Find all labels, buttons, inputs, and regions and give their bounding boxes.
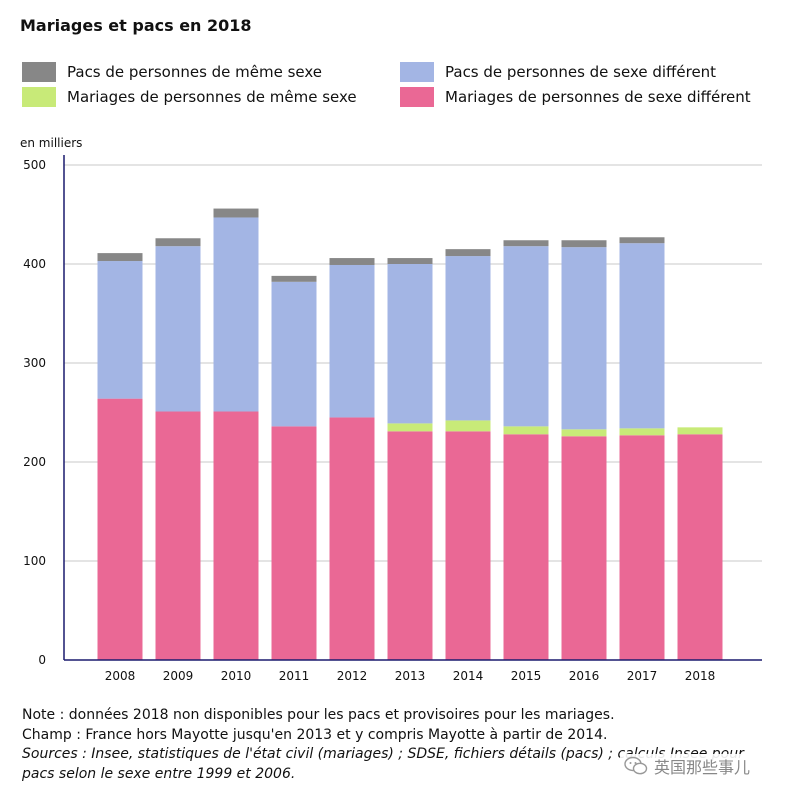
stacked-bar-chart: 0 100 200 300 400 500 2008 2009 2010 2011 2012 2013… (23, 155, 762, 683)
bar-segment-pacs-diff (561, 247, 607, 430)
bar-segment-mar-diff (213, 411, 259, 660)
legend-item-mariages-sexe-different: Mariages de personnes de sexe différent (400, 87, 751, 107)
bar-segment-pacs-diff (619, 243, 665, 429)
bar-segment-pacs-diff (503, 246, 549, 427)
bar-segment-mar-meme (503, 426, 549, 435)
x-tick-label: 2009 (163, 669, 194, 683)
bar-segment-mar-diff (445, 431, 491, 660)
bar-segment-pacs-meme (445, 249, 491, 257)
y-tick-label: 300 (23, 356, 46, 370)
wechat-icon (624, 756, 648, 775)
bar-segment-mar-diff (619, 435, 665, 660)
bar-segment-pacs-meme (619, 237, 665, 244)
bar-segment-mar-diff (503, 434, 549, 660)
legend-item-pacs-sexe-different: Pacs de personnes de sexe différent (400, 62, 716, 82)
legend-swatch (22, 87, 56, 107)
bar-segment-pacs-diff (155, 246, 201, 412)
bar-segment-pacs-diff (213, 217, 259, 412)
bar-segment-pacs-diff (271, 281, 317, 427)
x-tick-label: 2012 (337, 669, 368, 683)
legend-label: Pacs de personnes de même sexe (67, 63, 323, 81)
bar-segment-mar-diff (155, 411, 201, 660)
bar-segment-mar-diff (97, 398, 143, 660)
bar-segment-pacs-meme (271, 275, 317, 282)
bar-segment-pacs-diff (387, 264, 433, 424)
y-tick-label: 500 (23, 158, 46, 172)
y-axis-unit-label: en milliers (20, 136, 83, 150)
sources-text: Sources : Insee, statistiques de l'état … (22, 746, 744, 762)
chart-notes: Note : données 2018 non disponibles pour… (22, 706, 800, 784)
bar-segment-pacs-meme (213, 208, 259, 218)
legend-label: Mariages de personnes de sexe différent (445, 88, 751, 106)
y-tick-label: 0 (38, 653, 46, 667)
x-tick-label: 2014 (453, 669, 484, 683)
bar-segment-mar-diff (329, 417, 375, 660)
bar-segment-pacs-meme (561, 240, 607, 248)
x-tick-label: 2015 (511, 669, 542, 683)
y-tick-label: 100 (23, 554, 46, 568)
bar-segment-pacs-diff (445, 256, 491, 421)
bar-segment-pacs-meme (155, 238, 201, 247)
legend-swatch (400, 87, 434, 107)
watermark-text: 英国那些事儿 (654, 758, 751, 777)
bar-segment-pacs-meme (329, 258, 375, 265)
x-tick-label: 2017 (627, 669, 658, 683)
x-tick-label: 2013 (395, 669, 426, 683)
bar-segment-mar-meme (677, 427, 723, 435)
legend-swatch (400, 62, 434, 82)
x-tick-label: 2010 (221, 669, 252, 683)
legend-swatch (22, 62, 56, 82)
x-tick-label: 2011 (279, 669, 310, 683)
x-tick-label: 2016 (569, 669, 600, 683)
x-tick-label: 2018 (685, 669, 716, 683)
bar-segment-pacs-meme (387, 258, 433, 264)
bar-segment-mar-meme (561, 429, 607, 437)
x-tick-label: 2008 (105, 669, 136, 683)
legend-item-mariages-meme-sexe: Mariages de personnes de même sexe (22, 87, 357, 107)
legend-label: Pacs de personnes de sexe différent (445, 63, 717, 81)
bar-segment-pacs-diff (97, 261, 143, 399)
sources-text-continued: pacs selon le sexe entre 1999 et 2006. (22, 765, 296, 782)
bar-segment-mar-diff (271, 426, 317, 660)
legend: Pacs de personnes de même sexe Pacs de p… (22, 62, 792, 112)
champ-text: Champ : France hors Mayotte jusqu'en 201… (22, 726, 608, 743)
chart-title: Mariages et pacs en 2018 (20, 16, 252, 35)
legend-item-pacs-meme-sexe: Pacs de personnes de même sexe (22, 62, 322, 82)
bar-segment-mar-meme (387, 423, 433, 432)
bar-segment-mar-meme (619, 428, 665, 436)
bar-segment-pacs-meme (503, 240, 549, 247)
y-tick-label: 400 (23, 257, 46, 271)
bar-segment-mar-diff (561, 436, 607, 660)
bar-segment-pacs-meme (97, 253, 143, 262)
bar-segment-mar-meme (445, 420, 491, 432)
note-text: Note : données 2018 non disponibles pour… (22, 707, 615, 723)
bar-segment-mar-diff (387, 431, 433, 660)
watermark: 英国那些事儿 (620, 754, 755, 778)
bar-segment-mar-diff (677, 434, 723, 660)
bar-segment-pacs-diff (329, 264, 375, 418)
legend-label: Mariages de personnes de même sexe (67, 88, 357, 106)
y-tick-label: 200 (23, 455, 46, 469)
